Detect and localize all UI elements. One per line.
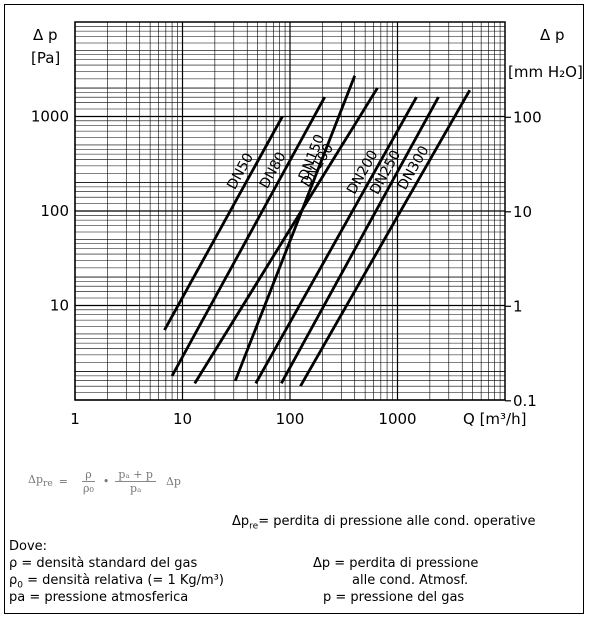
right-tick-label: 100 bbox=[513, 108, 542, 126]
legend-pa: pa = pressione atmosferica bbox=[9, 590, 189, 605]
right-tick-label: 10 bbox=[513, 203, 532, 221]
series-line-dn150 bbox=[234, 75, 357, 382]
formula-rhs: Δp bbox=[165, 475, 181, 488]
x-tick-label: 1 bbox=[70, 410, 80, 428]
left-tick-label: 10 bbox=[50, 297, 69, 315]
figure-frame bbox=[4, 4, 584, 614]
series-line-dn80 bbox=[170, 96, 326, 377]
left-tick-label: 100 bbox=[40, 202, 69, 220]
series-line-dn250 bbox=[280, 96, 440, 385]
x-tick-label: 1000 bbox=[378, 410, 416, 428]
legend-rho0: ρ0 = densità relativa (= 1 Kg/m³) bbox=[9, 573, 224, 591]
right-axis-unit: [mm H₂O] bbox=[508, 63, 583, 81]
plot-border bbox=[74, 21, 506, 401]
legend-dp-line1: Δp = perdita di pressione bbox=[313, 556, 479, 571]
formula-f2-denominator: pₐ bbox=[130, 482, 142, 495]
left-tick-label: 1000 bbox=[31, 108, 69, 126]
legend-p: p = pressione del gas bbox=[323, 590, 465, 605]
series-line-dn300 bbox=[299, 89, 471, 387]
formula-operator: • bbox=[102, 475, 110, 488]
right-tick-label: 1 bbox=[513, 297, 523, 315]
left-axis-unit: [Pa] bbox=[31, 49, 60, 67]
formula-f2-numerator: pₐ + p bbox=[115, 468, 156, 482]
legend-dove: Dove: bbox=[9, 539, 48, 554]
formula-equals: = bbox=[58, 475, 69, 488]
legend-dpre: Δpre= perdita di pressione alle cond. op… bbox=[232, 514, 536, 532]
series-line-dn50 bbox=[163, 115, 284, 331]
formula-fraction-1: ρ ρ₀ bbox=[80, 468, 97, 495]
formula-fraction-2: pₐ + p pₐ bbox=[115, 468, 156, 495]
formula-f1-denominator: ρ₀ bbox=[83, 482, 94, 495]
right-axis-symbol: Δ p bbox=[540, 26, 565, 44]
series-line-dn100 bbox=[193, 87, 379, 385]
series-line-dn200 bbox=[254, 96, 418, 385]
x-tick-label: 100 bbox=[276, 410, 305, 428]
left-axis-symbol: Δ p bbox=[33, 26, 58, 44]
x-tick-label: 10 bbox=[173, 410, 192, 428]
formula-f1-numerator: ρ bbox=[82, 468, 95, 482]
pressure-formula: Δpre = ρ ρ₀ • pₐ + p pₐ Δp bbox=[28, 468, 181, 495]
right-tick-label: 0.1 bbox=[513, 392, 537, 410]
x-axis-label: Q [m³/h] bbox=[463, 410, 526, 428]
legend-rho: ρ = densità standard del gas bbox=[9, 556, 198, 571]
legend-dp-line2: alle cond. Atmosf. bbox=[352, 573, 469, 588]
formula-lhs: Δpre bbox=[28, 473, 53, 490]
